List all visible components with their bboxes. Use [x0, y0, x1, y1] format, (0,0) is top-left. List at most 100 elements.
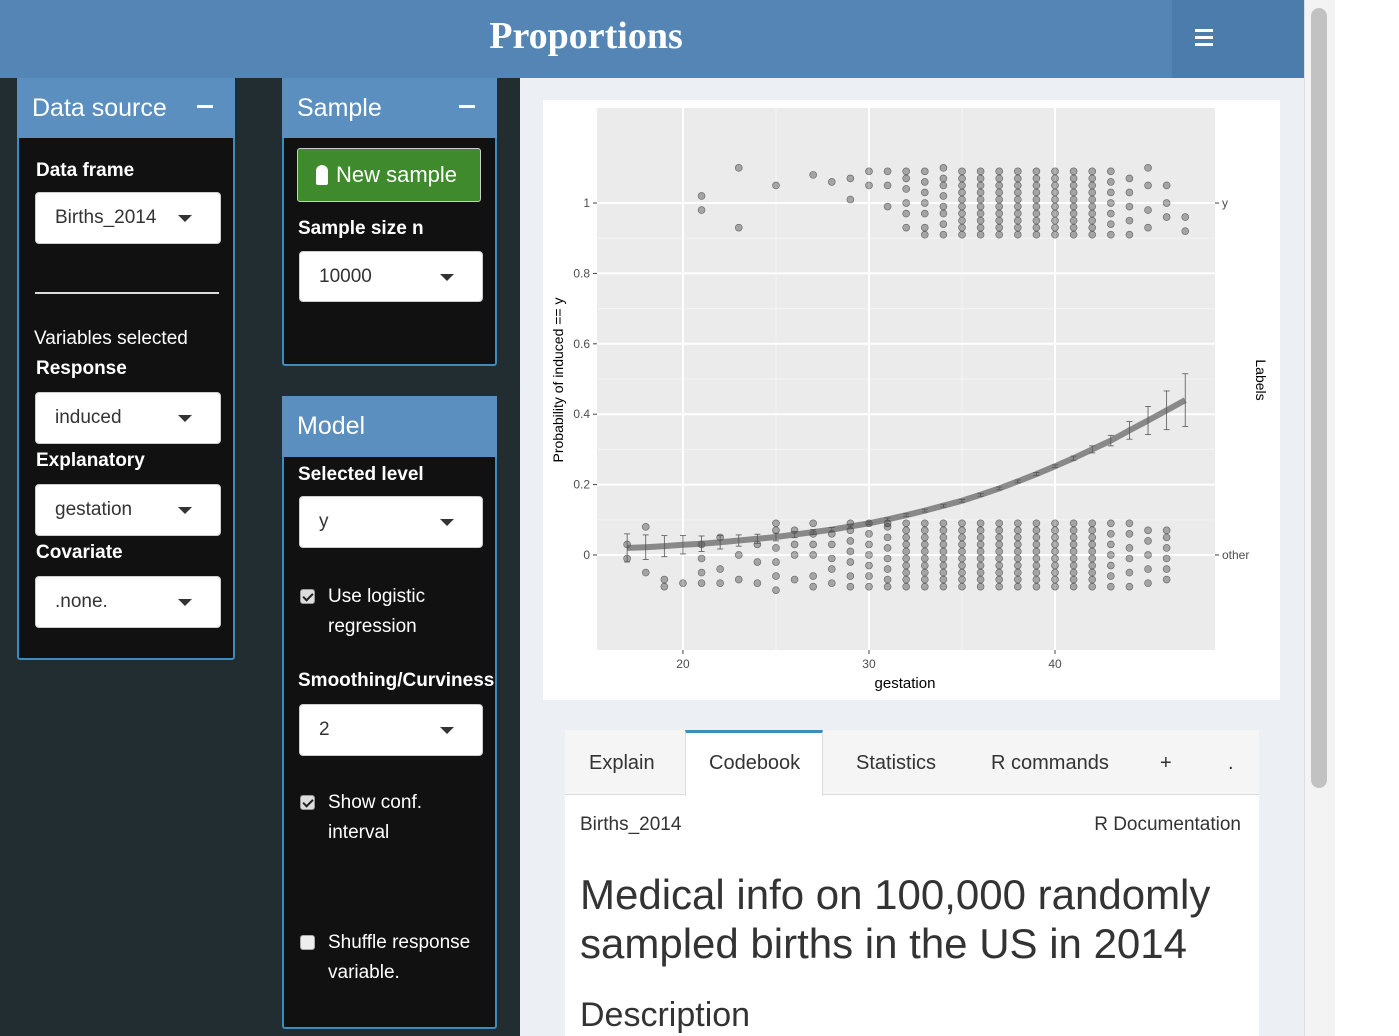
data-point [1088, 181, 1097, 190]
label: Explanatory [36, 450, 145, 471]
collapse-button[interactable] [459, 105, 475, 108]
y-tick-label: 1 [583, 196, 590, 210]
data-point [846, 558, 855, 566]
data-point [976, 533, 985, 542]
data-point [1032, 582, 1041, 591]
data-point [958, 533, 966, 542]
select[interactable]: 2 [299, 704, 483, 756]
data-point [865, 582, 873, 591]
data-point [958, 561, 966, 570]
checkbox[interactable] [300, 589, 315, 604]
data-point [976, 519, 985, 528]
data-point [883, 167, 892, 176]
data-point [902, 568, 910, 577]
data-point [939, 568, 948, 577]
divider [35, 292, 219, 294]
data-point [902, 199, 910, 207]
data-point [1069, 519, 1078, 528]
data-point [809, 572, 817, 580]
select-value: y [319, 511, 329, 532]
data-point [1162, 554, 1171, 563]
data-point [1014, 195, 1022, 204]
select[interactable]: 10000 [299, 251, 483, 302]
tab[interactable]: Explain [589, 752, 655, 774]
data-point [1069, 526, 1078, 535]
checkbox[interactable] [300, 935, 315, 950]
select[interactable]: y [299, 496, 483, 548]
data-point [1069, 582, 1078, 591]
scroll-thumb[interactable] [1311, 8, 1327, 788]
data-point [976, 575, 985, 584]
data-point [1107, 188, 1115, 197]
data-point [1107, 199, 1115, 207]
data-point [1181, 227, 1190, 235]
data-point [1107, 540, 1115, 549]
data-point [1051, 230, 1059, 239]
data-point [1051, 582, 1059, 591]
data-point [827, 565, 836, 573]
data-point [1032, 216, 1041, 225]
data-point [1107, 582, 1115, 591]
collapse-button[interactable] [197, 105, 213, 108]
r-doc-label: R Documentation [1094, 814, 1241, 835]
data-point [920, 167, 929, 176]
new-sample-button[interactable]: New sample [297, 148, 481, 202]
y-tick-label: 0.4 [573, 407, 590, 421]
data-point [1107, 230, 1115, 239]
data-point [1014, 181, 1022, 190]
data-point [976, 209, 985, 218]
select[interactable]: induced [35, 392, 221, 444]
data-point [1144, 223, 1152, 232]
data-point [846, 547, 855, 556]
data-point [883, 202, 892, 211]
data-point [976, 582, 985, 591]
data-point [939, 164, 948, 172]
data-point [734, 223, 743, 232]
tab[interactable]: + [1160, 752, 1172, 774]
data-point [1014, 230, 1022, 239]
data-point [902, 575, 910, 584]
data-point [1051, 202, 1059, 211]
data-point [995, 216, 1004, 225]
data-point [902, 533, 910, 542]
button-label: New sample [336, 162, 458, 187]
data-point [1088, 167, 1097, 176]
data-point [697, 554, 706, 563]
data-point [1069, 167, 1078, 176]
data-point [902, 519, 910, 528]
data-point [809, 551, 817, 559]
select[interactable]: gestation [35, 484, 221, 536]
select[interactable]: .none. [35, 576, 221, 628]
data-point [1162, 526, 1171, 535]
y-tick-label: 0.2 [573, 478, 590, 492]
data-point [827, 178, 836, 186]
select-value: Births_2014 [55, 207, 157, 228]
data-point [958, 582, 966, 591]
data-point [1088, 554, 1097, 563]
checkbox[interactable] [300, 795, 315, 810]
data-point [920, 209, 929, 218]
data-point [902, 561, 910, 570]
data-point [1032, 223, 1041, 232]
data-point [902, 167, 910, 176]
data-point [958, 195, 966, 204]
data-point [995, 223, 1004, 232]
data-point [883, 575, 892, 584]
data-point [1088, 568, 1097, 577]
data-point [1144, 537, 1152, 545]
menu-toggle[interactable] [1172, 0, 1304, 78]
data-point [1125, 188, 1134, 197]
select[interactable]: Births_2014 [35, 192, 221, 244]
tab[interactable]: . [1228, 752, 1234, 774]
app-title: Proportions [489, 15, 683, 57]
data-point [1032, 526, 1041, 535]
fit-line [627, 397, 1187, 551]
tab[interactable]: Statistics [856, 752, 937, 774]
tab[interactable]: R commands [991, 752, 1109, 774]
tab[interactable]: Codebook [709, 752, 801, 774]
data-point [753, 579, 762, 587]
data-point [1014, 209, 1022, 218]
data-point [1032, 202, 1041, 211]
panel-title: Data source [32, 94, 167, 122]
data-point [1107, 572, 1115, 580]
